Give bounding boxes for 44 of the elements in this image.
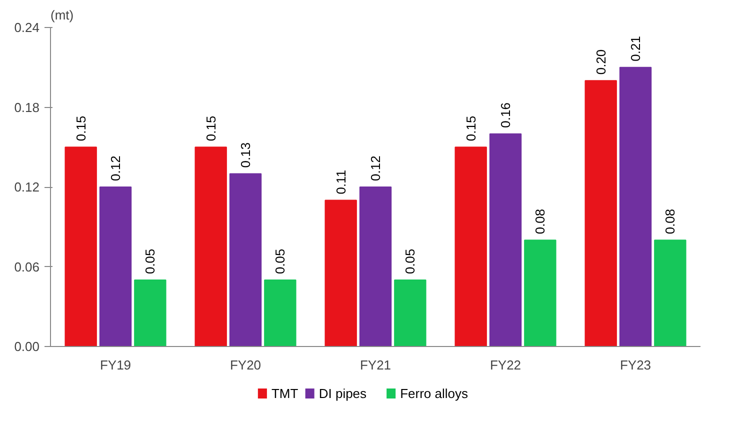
bar [359,186,392,346]
y-tick-label: 0.24 [14,20,40,35]
legend-label: TMT [271,386,298,401]
data-label: 0.12 [108,156,123,181]
y-tick-label: 0.00 [14,339,40,354]
bar [654,240,686,346]
data-label: 0.05 [402,248,418,274]
bar [264,280,296,346]
bar [524,240,556,346]
data-label: 0.05 [272,248,288,274]
bar [489,133,522,346]
y-tick-label: 0.18 [14,100,40,115]
x-tick-label: FY19 [100,358,132,372]
y-tick-label: 0.12 [14,180,40,194]
bar [99,186,132,346]
legend-label: Ferro alloys [400,386,469,401]
bar [394,280,426,346]
bar [134,280,166,346]
data-label: 0.15 [203,116,218,142]
bar [324,200,357,346]
x-tick-label: FY23 [620,358,652,372]
x-tick-label: FY22 [490,358,522,372]
data-label: 0.05 [142,248,158,274]
data-label: 0.21 [628,36,643,62]
bar [584,80,617,346]
data-label: 0.15 [73,116,88,142]
bar [64,146,97,346]
bar [229,173,262,346]
data-label: 0.20 [593,49,608,75]
y-axis-title: (mt) [50,8,74,22]
bar [194,146,227,346]
x-tick-label: FY20 [230,358,262,372]
bar [619,66,652,346]
data-label: 0.11 [333,170,348,194]
data-label: 0.15 [463,116,478,142]
data-label: 0.08 [662,208,678,234]
data-label: 0.12 [368,156,383,181]
data-label: 0.13 [238,142,253,168]
x-tick-label: FY21 [360,358,392,372]
legend-label: DI pipes [318,386,368,401]
bar [454,146,487,346]
data-label: 0.08 [532,208,548,234]
y-tick-label: 0.06 [14,259,40,274]
data-label: 0.16 [498,102,513,128]
